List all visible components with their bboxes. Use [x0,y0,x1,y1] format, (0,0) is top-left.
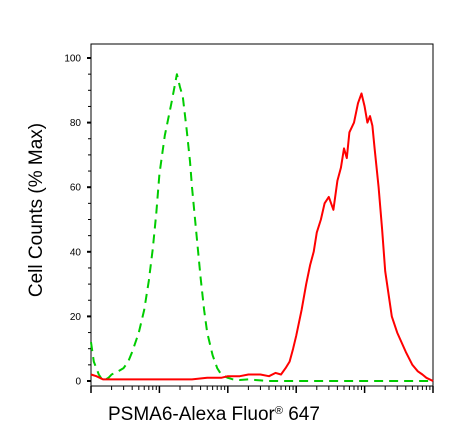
series-layer [90,73,434,382]
series-line-1 [90,92,434,382]
y-axis: 0 20 40 60 80 100 [64,54,91,388]
y-tick-label-0: 0 [75,377,81,388]
x-axis-label-superscript: ® [275,405,283,417]
y-tick-label-80: 80 [70,118,82,129]
x-axis-label-suffix: 647 [283,404,320,425]
series-line-0 [90,73,433,382]
y-tick-label-20: 20 [70,312,82,323]
y-tick-label-100: 100 [64,54,81,65]
y-tick-label-60: 60 [70,183,82,194]
y-axis-label: Cell Counts (% Max) [26,123,47,297]
x-axis-label-main: PSMA6-Alexa Fluor [108,404,276,425]
x-axis [90,386,434,393]
x-axis-label: PSMA6-Alexa Fluor® 647 [108,404,320,425]
plot-frame [90,43,434,387]
y-tick-label-40: 40 [70,247,82,258]
